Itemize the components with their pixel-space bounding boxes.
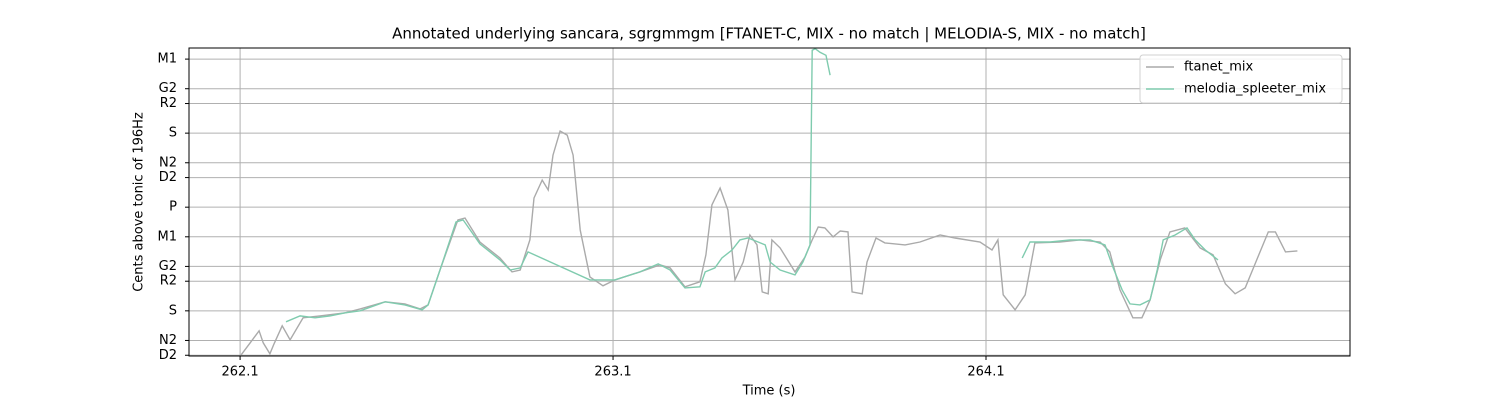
y-axis-label: Cents above tonic of 196Hz [132, 112, 147, 292]
x-tick-label: 262.1 [221, 365, 258, 380]
y-tick-label: N2 [159, 155, 177, 170]
series-line [285, 48, 1219, 323]
x-tick-label: 264.1 [967, 365, 1004, 380]
plot-frame [188, 47, 1351, 357]
legend: ftanet_mix melodia_spleeter_mix [1139, 54, 1343, 104]
y-tick-label: R2 [160, 96, 177, 111]
plot-area [240, 48, 1298, 356]
legend-label: melodia_spleeter_mix [1184, 82, 1326, 97]
y-tick-label: M1 [158, 229, 178, 244]
y-tick-label: D2 [159, 170, 177, 185]
series-line [240, 130, 1298, 356]
chart-title: Annotated underlying sancara, sgrgmmgm [… [392, 25, 1146, 43]
y-tick-label: D2 [159, 348, 177, 363]
y-tick-label: M1 [158, 52, 178, 67]
legend-box [1139, 54, 1343, 104]
legend-label: ftanet_mix [1184, 60, 1254, 75]
y-tick-label: G2 [159, 81, 177, 96]
y-tick-label: R2 [160, 274, 177, 289]
y-tick-label: P [169, 200, 177, 215]
y-tick-label: N2 [159, 333, 177, 348]
x-axis-label: Time (s) [742, 384, 796, 399]
x-tick-label: 263.1 [594, 365, 631, 380]
y-tick-label: S [169, 303, 177, 318]
y-tick-label: G2 [159, 259, 177, 274]
y-tick-label: S [169, 126, 177, 141]
